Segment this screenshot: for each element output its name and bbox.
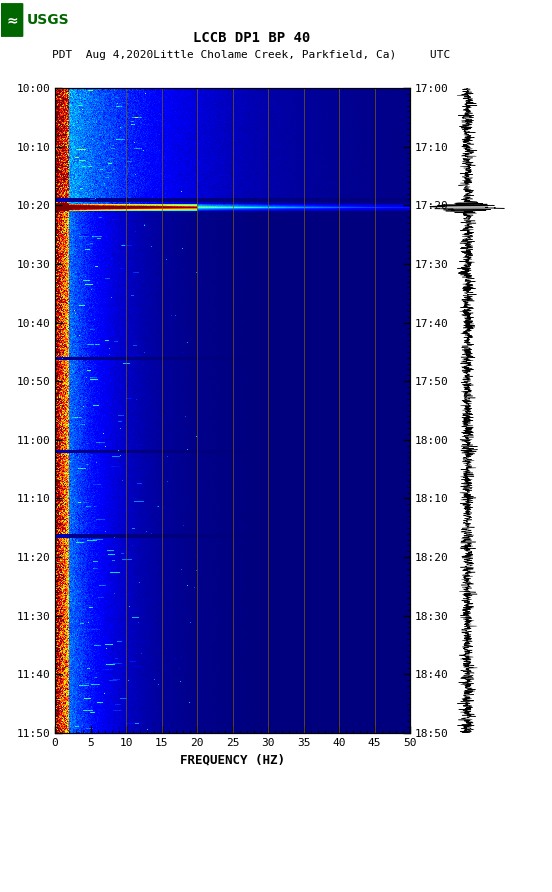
Text: LCCB DP1 BP 40: LCCB DP1 BP 40: [193, 31, 310, 45]
Text: USGS: USGS: [26, 13, 69, 27]
Text: PDT  Aug 4,2020Little Cholame Creek, Parkfield, Ca)     UTC: PDT Aug 4,2020Little Cholame Creek, Park…: [52, 50, 450, 60]
X-axis label: FREQUENCY (HZ): FREQUENCY (HZ): [180, 754, 285, 766]
Text: ≈: ≈: [6, 13, 18, 27]
FancyBboxPatch shape: [1, 3, 23, 37]
